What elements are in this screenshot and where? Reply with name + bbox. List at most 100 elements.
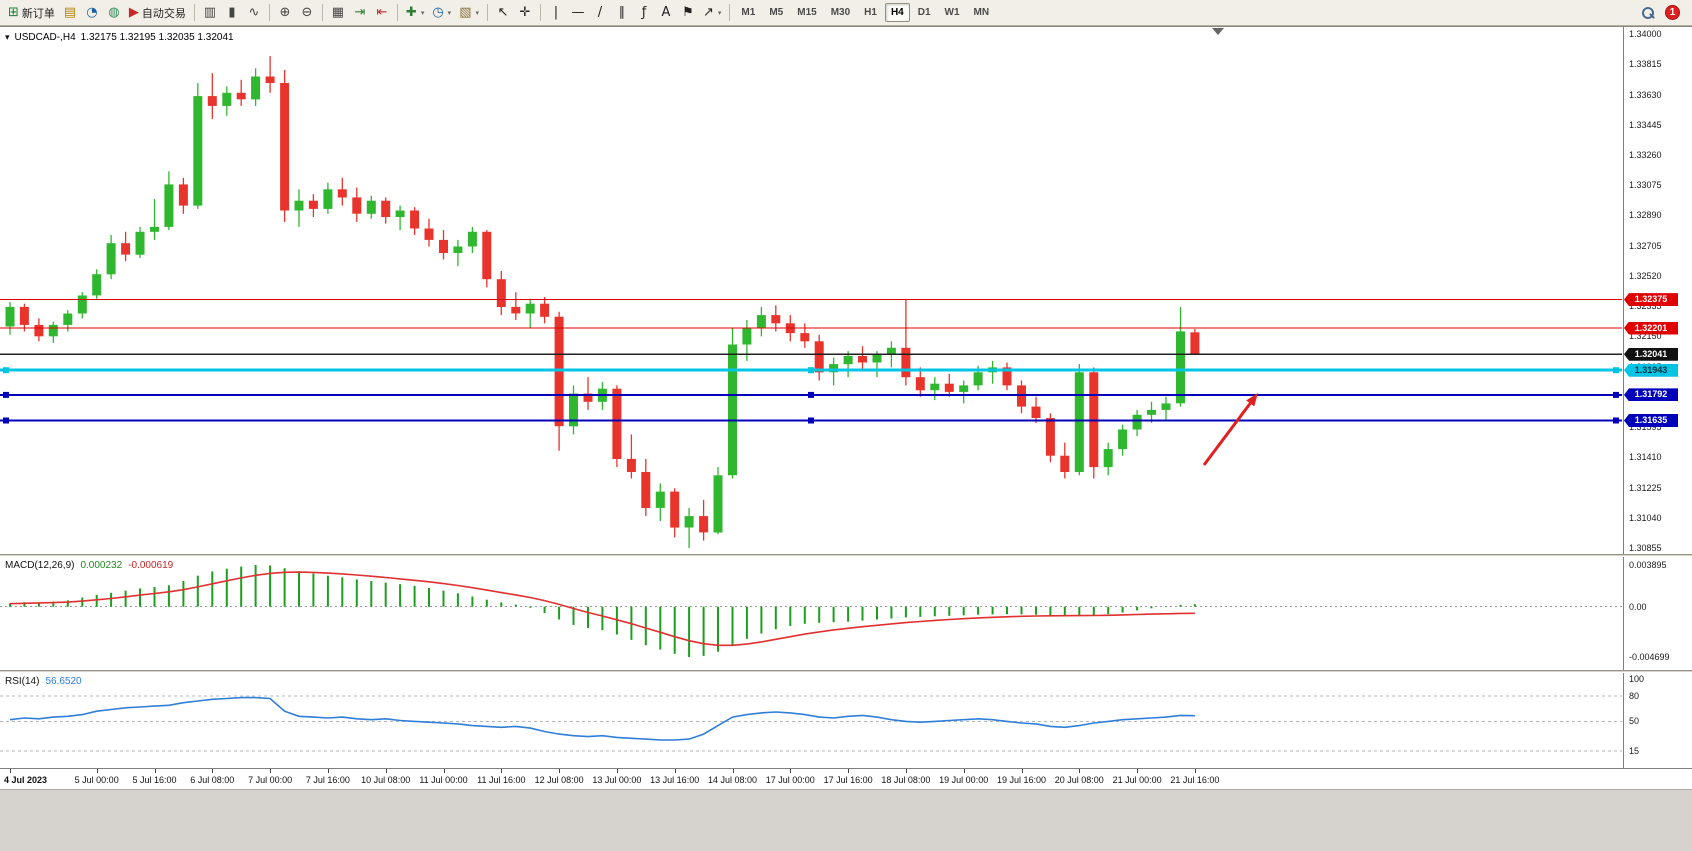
search-icon[interactable]	[1641, 6, 1655, 20]
price-scale-label: 1.32335	[1629, 301, 1662, 312]
bear-candle	[1002, 367, 1012, 386]
chart-shift-button[interactable]: ⇤	[371, 2, 393, 24]
time-axis-tick	[443, 769, 445, 773]
level-handle[interactable]	[3, 391, 9, 398]
bull-candle	[453, 246, 463, 253]
channel-button[interactable]: ∥	[611, 2, 633, 24]
horizontal-line-icon: —	[571, 5, 585, 20]
price-badge-1.31635: 1.31635	[1624, 414, 1678, 427]
time-axis-label: 11 Jul 16:00	[477, 775, 526, 785]
time-axis-tick	[327, 769, 329, 773]
charts-grid-button[interactable]: ▤	[59, 2, 81, 24]
vertical-line-button[interactable]: |	[545, 2, 567, 24]
candlestick-plot[interactable]	[0, 27, 1622, 554]
chart-menu-icon[interactable]: ▾	[5, 32, 10, 43]
notification-badge[interactable]: 1	[1665, 5, 1680, 20]
bull-candle	[106, 243, 116, 275]
bull-candle	[251, 76, 261, 100]
price-scale[interactable]: 1.34000 1.33815 1.33630 1.33445 1.33260 1.330…	[1623, 27, 1692, 554]
panel-divider[interactable]	[0, 670, 1692, 673]
trendline-button[interactable]: /	[589, 2, 611, 24]
level-handle[interactable]	[808, 417, 814, 424]
trend-arrow-object[interactable]	[1202, 393, 1258, 466]
macd-signal-line	[9, 571, 1195, 647]
level-handle[interactable]	[1613, 391, 1619, 398]
time-axis-label: 7 Jul 00:00	[248, 775, 293, 785]
new-order-button[interactable]: ⊞ 新订单	[4, 2, 59, 24]
arrows-button[interactable]: ↗ ▾	[699, 2, 725, 24]
macd-scale-label: 0.00	[1629, 601, 1647, 612]
autotrading-button[interactable]: ▶ 自动交易	[125, 2, 190, 24]
indicators-button[interactable]: ✚ ▾	[402, 2, 428, 24]
fibonacci-button[interactable]: ƒ	[633, 2, 655, 24]
time-axis-border	[0, 768, 1692, 769]
candlestick-chart-button[interactable]: ▮	[221, 2, 243, 24]
bear-candle	[1045, 418, 1055, 456]
cursor-button[interactable]: ↖	[492, 2, 514, 24]
time-axis-tick	[270, 769, 272, 773]
bear-candle	[858, 356, 867, 363]
time-axis-tick	[10, 769, 11, 773]
macd-scale-label: 0.003895	[1629, 560, 1667, 570]
text-label-button[interactable]: ⚑	[677, 2, 699, 24]
level-handle[interactable]	[3, 367, 9, 374]
timeframe-h1-button[interactable]: H1	[864, 7, 877, 18]
templates-button[interactable]: ▧ ▾	[455, 2, 483, 24]
bear-candle	[381, 200, 391, 217]
macd-plot[interactable]	[0, 557, 1622, 670]
timeframe-w1-button[interactable]: W1	[944, 7, 960, 18]
macd-scale[interactable]: 0.003895 0.00 -0.004699	[1623, 557, 1692, 670]
timeframe-m15-button[interactable]: M15	[797, 7, 817, 18]
toolbar-groups: ⊞ 新订单 ▤ ◔ ◍ ▶ 自动交易 ▥ ▮ ∿ ⊕ ⊖ ▦ ⇥ ⇤ ✚ ▾ ◷ ▾ ▧ ▾ ↖ ✛ | — / ∥ ƒ A ⚑ ↗ ▾ M1 M…	[4, 0, 996, 25]
chart-title-ohlc: 1.32175 1.32195 1.32035 1.32041	[80, 32, 234, 43]
chevron-down-icon: ▾	[717, 8, 722, 17]
crosshair-button[interactable]: ✛	[514, 2, 536, 24]
bull-candle	[973, 372, 983, 386]
level-handle[interactable]	[808, 367, 814, 374]
bear-candle	[612, 388, 622, 459]
text-icon: A	[661, 5, 671, 20]
timeframe-m30-button[interactable]: M30	[830, 7, 851, 18]
bar-chart-button[interactable]: ▥	[199, 2, 221, 24]
periods-button[interactable]: ◷ ▾	[428, 2, 455, 24]
zoom-out-button[interactable]: ⊖	[296, 2, 318, 24]
line-chart-button[interactable]: ∿	[243, 2, 265, 24]
zoom-in-button[interactable]: ⊕	[274, 2, 296, 24]
horizontal-line-button[interactable]: —	[567, 2, 589, 24]
rsi-scale[interactable]: 100 80 50 15	[1623, 673, 1692, 768]
rsi-line	[9, 696, 1195, 741]
rsi-plot[interactable]	[0, 673, 1622, 768]
price-scale-label: 1.33445	[1629, 119, 1662, 130]
timeframe-m1-button[interactable]: M1	[741, 7, 756, 18]
timeframe-h4-button[interactable]: H4	[884, 3, 910, 22]
bear-candle	[583, 393, 593, 402]
level-handle[interactable]	[1613, 417, 1619, 424]
bull-candle	[1161, 403, 1171, 410]
tile-windows-button[interactable]: ▦	[327, 2, 349, 24]
level-handle[interactable]	[808, 391, 814, 398]
time-axis-label: 10 Jul 08:00	[361, 775, 411, 785]
bull-candle	[1176, 331, 1185, 404]
bear-candle	[424, 228, 434, 240]
timeframe-mn-button[interactable]: MN	[973, 7, 990, 18]
level-handle[interactable]	[3, 417, 9, 424]
time-axis-label: 11 Jul 00:00	[419, 775, 468, 785]
time-axis[interactable]: 4 Jul 2023 5 Jul 00:00 5 Jul 16:00 6 Jul 08…	[0, 769, 1692, 789]
time-axis-tick	[732, 769, 734, 773]
community-button[interactable]: ◍	[103, 2, 125, 24]
autotrading-button-label: 自动交易	[141, 7, 186, 20]
time-axis-label: 19 Jul 16:00	[996, 775, 1047, 785]
auto-scroll-button[interactable]: ⇥	[349, 2, 371, 24]
time-axis-label: 5 Jul 16:00	[132, 775, 177, 785]
level-handle[interactable]	[1613, 367, 1619, 374]
toolbar: ⊞ 新订单 ▤ ◔ ◍ ▶ 自动交易 ▥ ▮ ∿ ⊕ ⊖ ▦ ⇥ ⇤ ✚ ▾ ◷ ▾ ▧ ▾ ↖ ✛ | — / ∥ ƒ A ⚑ ↗ ▾ M1 M…	[0, 0, 1692, 26]
price-scale-label: 1.33075	[1629, 180, 1662, 191]
price-badge-1.32201: 1.32201	[1624, 321, 1678, 335]
panel-divider[interactable]	[0, 554, 1692, 557]
timeframe-m5-button[interactable]: M5	[769, 7, 784, 18]
time-axis-tick	[848, 769, 850, 773]
text-button[interactable]: A	[655, 2, 677, 24]
quotes-button[interactable]: ◔	[81, 2, 103, 24]
timeframe-d1-button[interactable]: D1	[917, 7, 931, 18]
chevron-down-icon: ▾	[475, 8, 479, 17]
